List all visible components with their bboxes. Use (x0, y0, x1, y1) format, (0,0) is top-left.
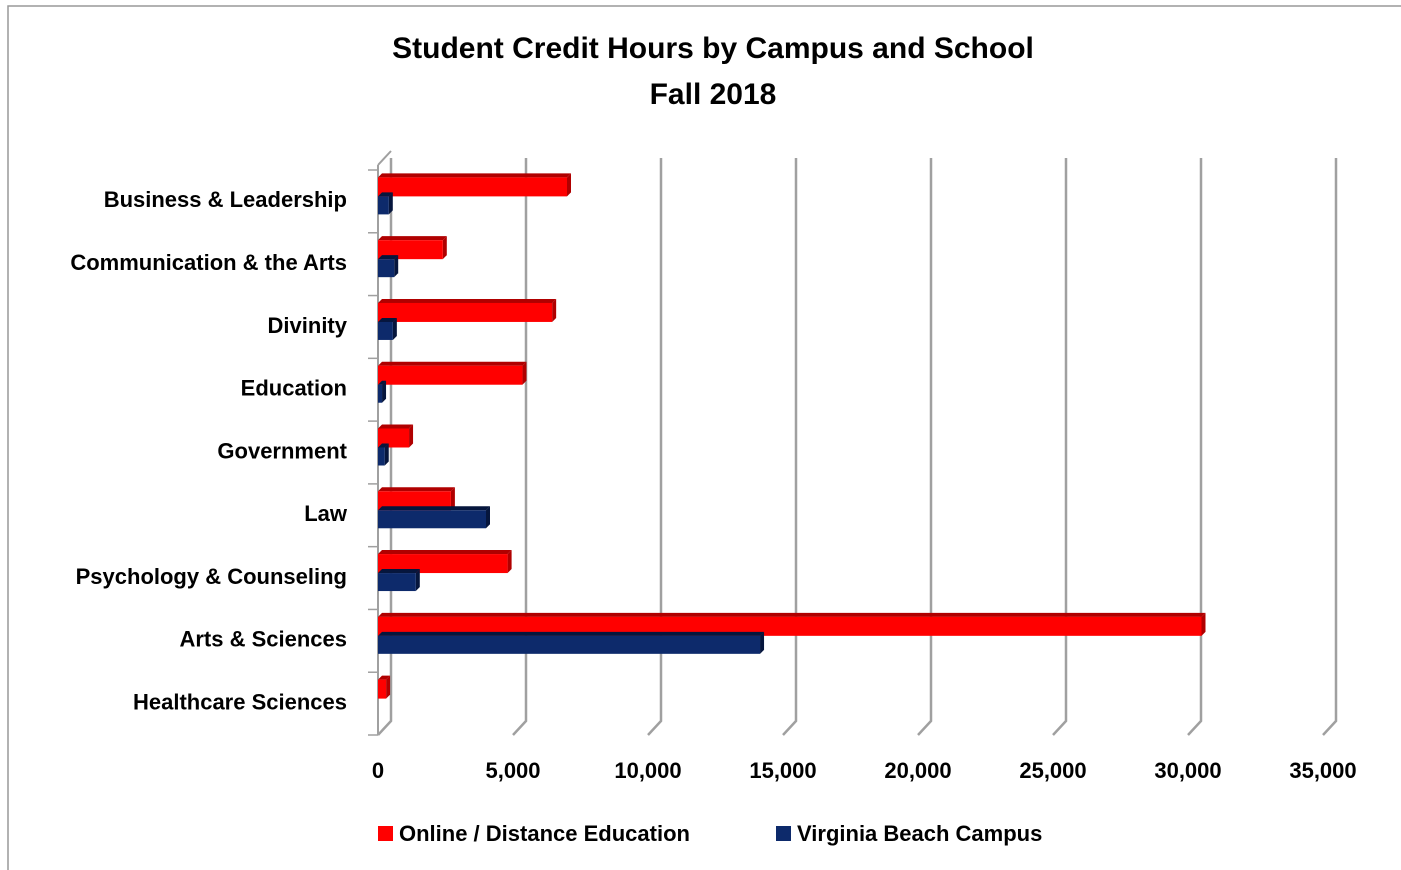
bar-side (486, 506, 490, 529)
bar-top (378, 298, 557, 303)
bar-top (378, 631, 765, 636)
bar (378, 321, 393, 340)
y-tick-label: Psychology & Counseling (76, 564, 347, 589)
y-tick-label: Government (217, 438, 347, 463)
grid-line (1187, 158, 1203, 736)
bar-top (378, 255, 399, 260)
bar-side (384, 443, 389, 466)
bar-side (507, 550, 512, 574)
grid-line (917, 158, 933, 736)
bar-side (567, 173, 571, 197)
y-tick-label: Business & Leadership (104, 187, 347, 212)
bar (378, 428, 410, 448)
x-tick-label: 0 (372, 758, 384, 783)
bar-side (450, 487, 455, 511)
bar-top (378, 380, 387, 385)
x-tick-label: 20,000 (884, 758, 951, 783)
grid-line (782, 158, 798, 736)
bar-top (378, 173, 571, 178)
legend-swatch (776, 826, 791, 841)
y-tick-label: Law (304, 501, 348, 526)
bar (378, 554, 508, 574)
bar-top (378, 612, 1206, 617)
bar-top (378, 569, 420, 574)
grid-line (377, 158, 393, 736)
bar-top (378, 487, 455, 492)
bar-side (1201, 612, 1206, 636)
bar-top (378, 443, 389, 448)
y-tick-label: Communication & the Arts (70, 250, 347, 275)
bar (378, 196, 389, 215)
bar (378, 447, 385, 466)
bar-top (378, 424, 414, 429)
bar-side (392, 317, 397, 340)
x-tick-label: 10,000 (614, 758, 681, 783)
bar (378, 365, 523, 385)
bar-side (415, 569, 420, 592)
bar-top (378, 236, 447, 241)
x-tick-label: 25,000 (1019, 758, 1086, 783)
bar-side (522, 361, 527, 385)
bar-side (552, 298, 557, 322)
x-tick-label: 5,000 (485, 758, 540, 783)
bar-side (442, 236, 447, 260)
bar-top (378, 317, 397, 322)
bar (378, 616, 1202, 636)
bar (378, 177, 567, 197)
bar (378, 679, 387, 699)
legend-label: Online / Distance Education (399, 821, 690, 846)
grid-line (647, 158, 663, 736)
bar-side (409, 424, 414, 448)
bar (378, 384, 383, 403)
bar-side (388, 192, 393, 215)
x-tick-label: 30,000 (1154, 758, 1221, 783)
bar-top (378, 550, 512, 555)
bar-top (378, 192, 393, 197)
grid-line (1052, 158, 1068, 736)
y-axis-back (377, 150, 392, 166)
bar (378, 510, 486, 529)
bar (378, 635, 761, 654)
bar-side (382, 380, 387, 403)
bar (378, 491, 451, 511)
bar (378, 573, 416, 592)
grid-line (1322, 158, 1338, 736)
bar-top (378, 361, 527, 366)
bar-top (378, 506, 490, 511)
chart-subtitle: Fall 2018 (650, 78, 777, 111)
bar (378, 302, 553, 322)
bar-side (394, 255, 399, 278)
y-tick-label: Divinity (268, 313, 348, 338)
grid-line (512, 158, 528, 736)
chart-title: Student Credit Hours by Campus and Schoo… (392, 32, 1034, 65)
bar (378, 259, 395, 278)
legend-swatch (378, 826, 393, 841)
y-tick-label: Healthcare Sciences (133, 689, 347, 714)
chart-frame (7, 5, 1401, 870)
bar (378, 240, 443, 260)
y-tick-label: Arts & Sciences (179, 627, 347, 652)
legend-label: Virginia Beach Campus (797, 821, 1042, 846)
bar-side (386, 675, 391, 699)
bar-top (378, 675, 391, 680)
x-tick-label: 15,000 (749, 758, 816, 783)
bar-side (760, 631, 765, 654)
y-tick-label: Education (241, 376, 347, 401)
x-tick-label: 35,000 (1289, 758, 1356, 783)
